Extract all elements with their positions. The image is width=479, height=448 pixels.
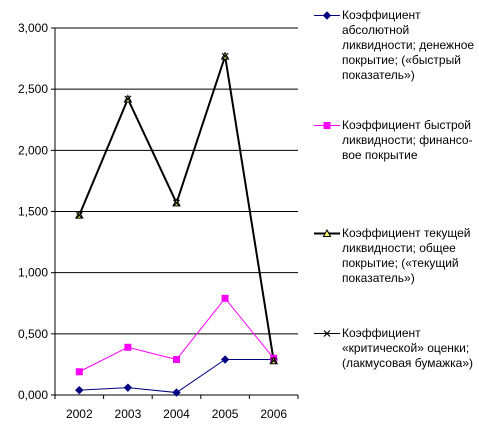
legend-label-series-4: Коэффициент «критической» оценки; (лакму… [342,326,474,370]
data-point-series-4 [75,211,83,219]
legend-point [323,122,331,129]
data-point-series-2 [75,368,83,376]
legend-point [323,330,331,337]
y-tick-label: 3,000 [18,21,48,35]
x-tick-label: 2002 [66,407,93,421]
legend-marker-series-3 [314,228,340,237]
legend-point [322,11,332,20]
legend-marker-series-2 [314,122,340,129]
y-tick-label: 0,000 [18,388,48,402]
y-tick-label: 2,000 [18,143,48,157]
x-tick-label: 2006 [260,407,287,421]
legend-label-series-3: Коэффициент текущей ликвидности; общее п… [342,226,471,285]
data-point-series-1 [75,385,84,395]
data-point-series-4 [270,357,278,365]
data-point-series-1 [220,355,230,364]
data-point-series-2 [124,343,132,351]
data-point-series-4 [221,52,229,60]
data-point-series-1 [123,383,133,392]
series-line-3 [78,55,275,361]
x-tick-label: 2004 [163,407,190,421]
data-point-series-4 [124,95,132,103]
legend-marker-series-4 [314,330,340,337]
legend-marker-series-1 [314,11,340,20]
y-tick-label: 1,000 [18,266,48,280]
legend-point [322,228,332,237]
x-tick-label: 2003 [115,407,142,421]
data-point-series-2 [221,294,229,302]
series-line-1 [79,359,274,394]
y-tick-label: 1,500 [18,205,48,219]
legend-label-series-1: Коэффициент абсолютной ликвидности; дене… [342,8,475,82]
x-tick-label: 2005 [212,407,239,421]
data-point-series-2 [173,356,180,364]
legend-label-series-2: Коэффициент быстрой ликвидности; финансо… [342,118,473,162]
series-line-4 [78,55,275,361]
data-point-series-1 [172,388,181,397]
y-tick-label: 0,500 [18,327,48,341]
data-point-series-4 [173,199,180,207]
y-tick-label: 2,500 [18,82,48,96]
